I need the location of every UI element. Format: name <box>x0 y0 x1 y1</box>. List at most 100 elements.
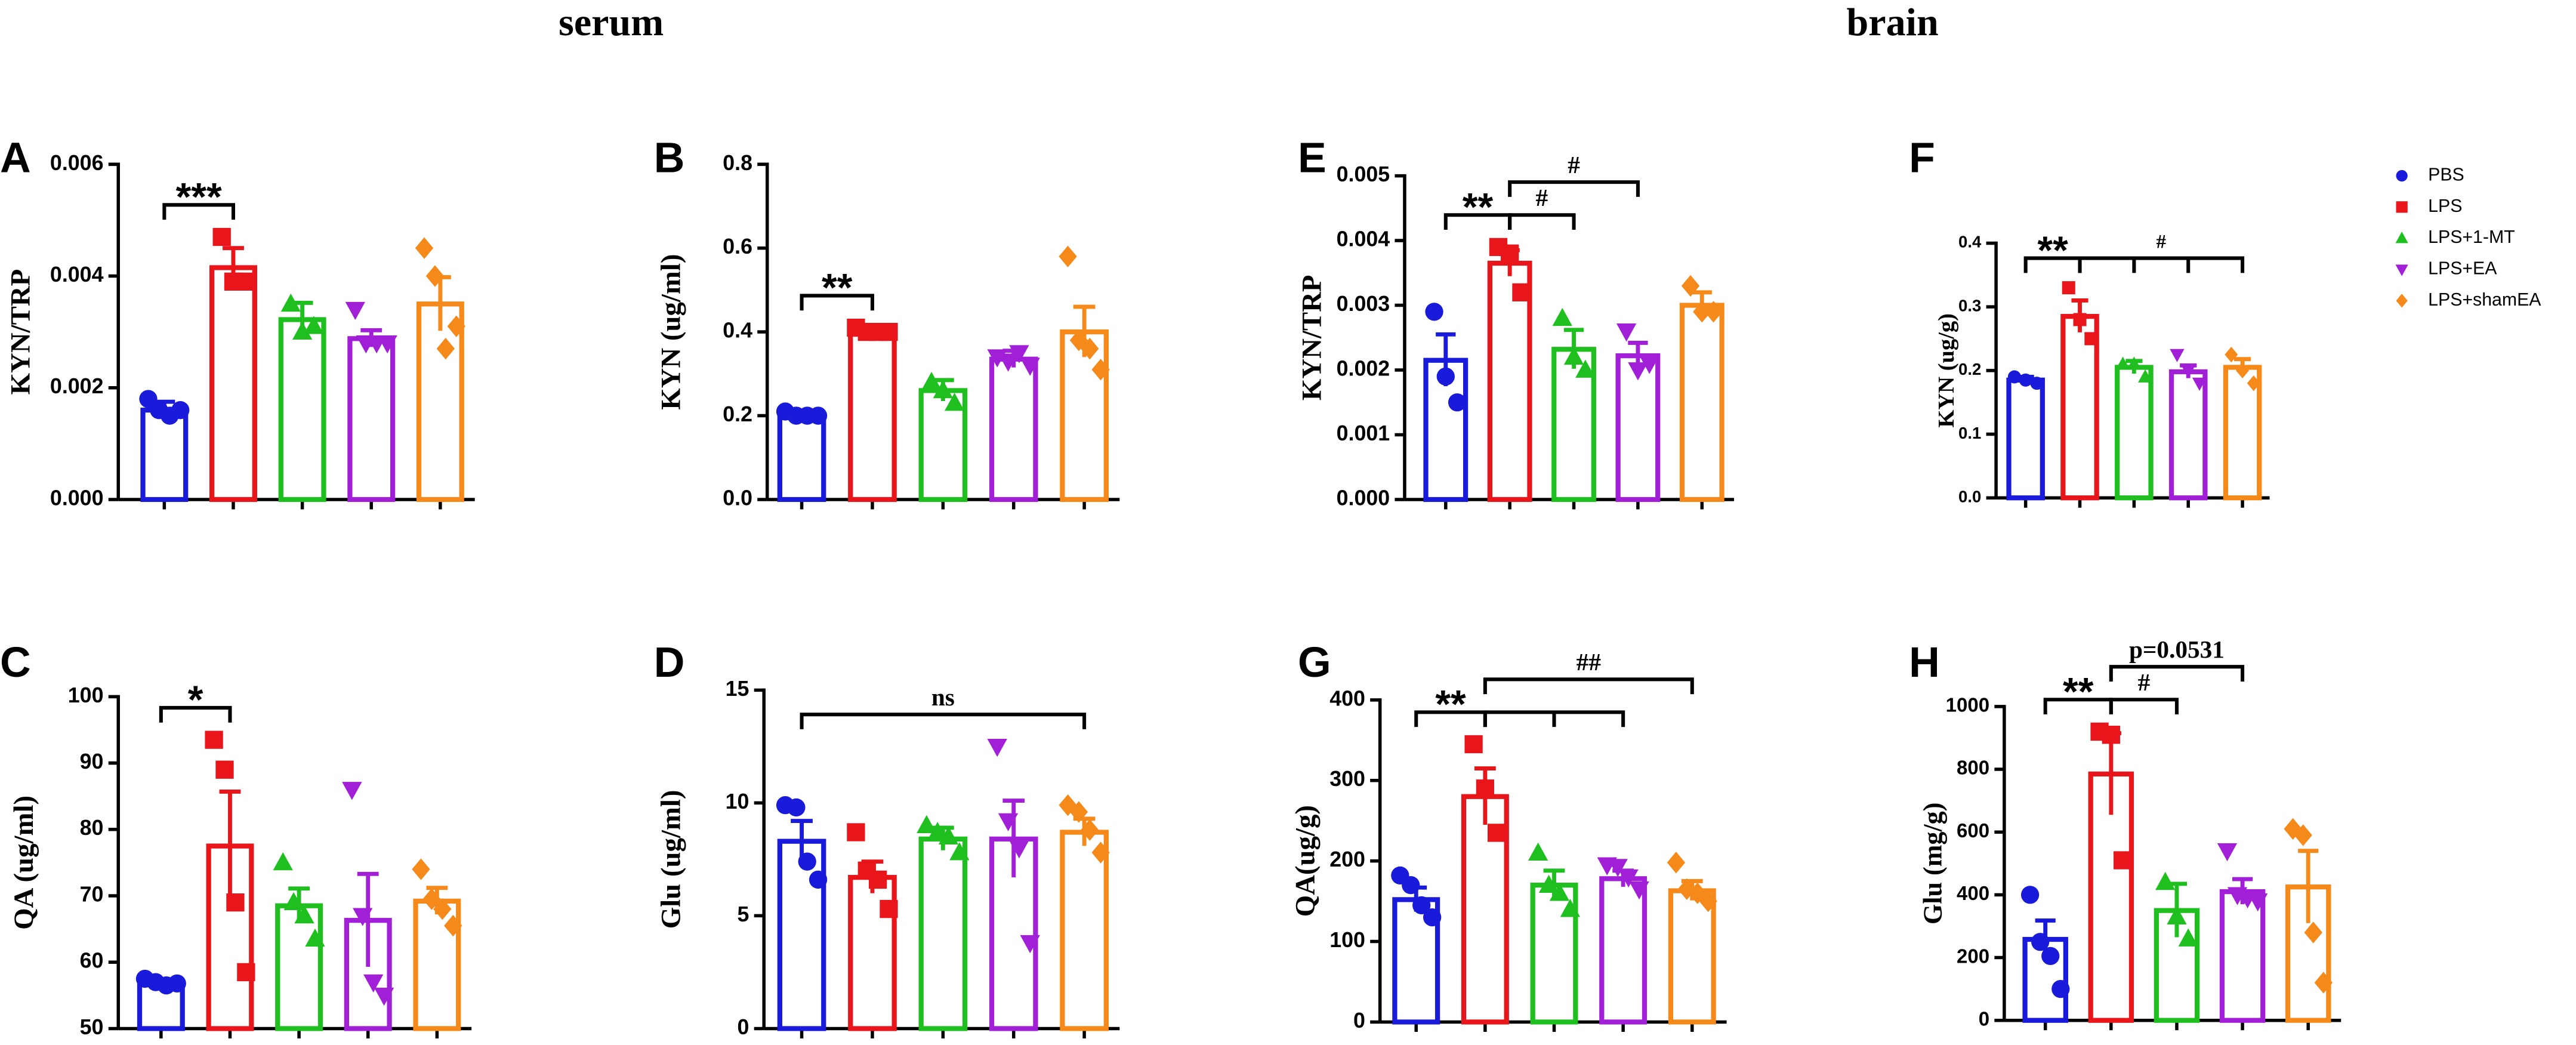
data-point <box>139 390 158 408</box>
bar <box>2168 369 2208 501</box>
data-point <box>2294 824 2312 846</box>
y-tick-label: 0.6 <box>723 235 752 258</box>
legend-marker <box>2396 294 2408 308</box>
data-point <box>1563 346 1584 365</box>
data-point <box>1059 245 1077 267</box>
data-point <box>1639 356 1659 374</box>
data-point <box>927 822 948 840</box>
data-point <box>1629 881 1649 900</box>
significance-label: # <box>2138 668 2151 696</box>
data-point <box>2073 313 2087 326</box>
data-point <box>2167 906 2187 925</box>
error-bar <box>2298 849 2319 923</box>
data-point <box>1020 935 1040 954</box>
data-point <box>1575 359 1596 378</box>
data-point <box>2170 349 2185 362</box>
y-tick-label: 80 <box>80 816 104 840</box>
significance-bracket <box>1483 677 1694 695</box>
data-point <box>412 858 430 880</box>
data-point <box>353 908 373 926</box>
data-point <box>447 315 465 337</box>
data-point <box>2304 921 2322 944</box>
data-point <box>1081 819 1099 841</box>
data-point <box>1425 303 1443 321</box>
data-point <box>933 380 953 399</box>
data-point <box>342 782 362 800</box>
data-point <box>2155 871 2176 890</box>
y-tick-label: 0.004 <box>1337 227 1390 251</box>
data-point <box>847 823 865 841</box>
y-tick-label: 0.4 <box>1958 233 1982 251</box>
y-tick-label: 300 <box>1329 767 1365 791</box>
bar <box>2006 377 2045 501</box>
data-point <box>1528 842 1548 861</box>
data-point <box>2113 851 2132 870</box>
data-point <box>1069 801 1088 823</box>
data-point <box>377 335 397 354</box>
data-point <box>998 813 1019 832</box>
y-tick-label: 0 <box>1353 1009 1365 1032</box>
significance-label: p=0.0531 <box>2129 636 2225 663</box>
panel: B KYN (ug/ml) 0.0 0.2 0.4 0.6 0.8 ** <box>654 134 1120 510</box>
y-axis-label: KYN/TRP <box>1296 275 1327 400</box>
y-tick-label: 0.2 <box>1958 360 1981 378</box>
data-point <box>949 842 970 861</box>
section-title: brain <box>1847 1 1939 44</box>
y-tick-label: 0.002 <box>50 374 104 398</box>
data-point <box>226 893 245 912</box>
y-tick-label: 0.001 <box>1337 421 1390 445</box>
data-point <box>2181 365 2196 378</box>
y-tick-label: 0.004 <box>50 263 104 286</box>
y-tick-label: 0.0 <box>723 486 752 510</box>
data-point <box>1552 307 1572 326</box>
significance-bracket <box>1483 710 1625 728</box>
bar <box>777 839 826 1031</box>
data-point <box>1628 362 1648 381</box>
data-point <box>2051 979 2070 998</box>
data-point <box>1009 345 1029 363</box>
data-point <box>168 974 186 992</box>
y-tick-label: 600 <box>1957 819 1989 841</box>
data-point <box>2248 893 2268 912</box>
data-point <box>1667 852 1686 874</box>
data-point <box>415 237 434 259</box>
data-point <box>1464 735 1483 754</box>
significance-label: ** <box>2037 229 2068 273</box>
y-tick-label: 0.000 <box>1337 486 1390 510</box>
significance-label: * <box>188 678 203 722</box>
legend-label: LPS+1-MT <box>2428 227 2515 247</box>
bar <box>777 413 826 503</box>
data-point <box>809 406 828 425</box>
data-point <box>2102 726 2120 744</box>
data-point <box>998 353 1019 372</box>
significance-label: # <box>2157 231 2167 252</box>
data-point <box>1081 338 1099 360</box>
data-point <box>2236 362 2250 379</box>
panel: G QA(ug/g) 0 100 200 300 400 ** ## <box>1289 639 1727 1032</box>
legend-label: LPS+EA <box>2428 259 2497 279</box>
data-point <box>304 316 324 334</box>
significance-label: # <box>1536 184 1548 211</box>
data-point <box>2007 370 2021 384</box>
panel-letter: A <box>0 134 31 182</box>
data-point <box>1549 883 1570 901</box>
significance-label: # <box>1568 151 1580 178</box>
significance-bracket <box>1508 213 1576 230</box>
data-point <box>1608 859 1628 877</box>
panel: F KYN (ug/g) 0.0 0.1 0.2 0.3 0.4 ** # <box>1909 134 2270 508</box>
y-tick-label: 70 <box>80 882 104 906</box>
data-point <box>283 892 304 911</box>
panel-letter: E <box>1298 134 1326 182</box>
legend-label: LPS <box>2428 196 2462 216</box>
panel-letter: H <box>1909 639 1940 686</box>
significance-bracket <box>800 294 874 311</box>
data-point <box>425 265 445 287</box>
significance-label: ** <box>1435 683 1466 727</box>
y-tick-label: 100 <box>1329 928 1365 952</box>
data-point <box>2225 346 2238 363</box>
data-point <box>1618 869 1639 888</box>
data-point <box>292 321 313 340</box>
significance-bracket <box>2078 256 2245 273</box>
legend-label: LPS+shamEA <box>2428 290 2541 310</box>
